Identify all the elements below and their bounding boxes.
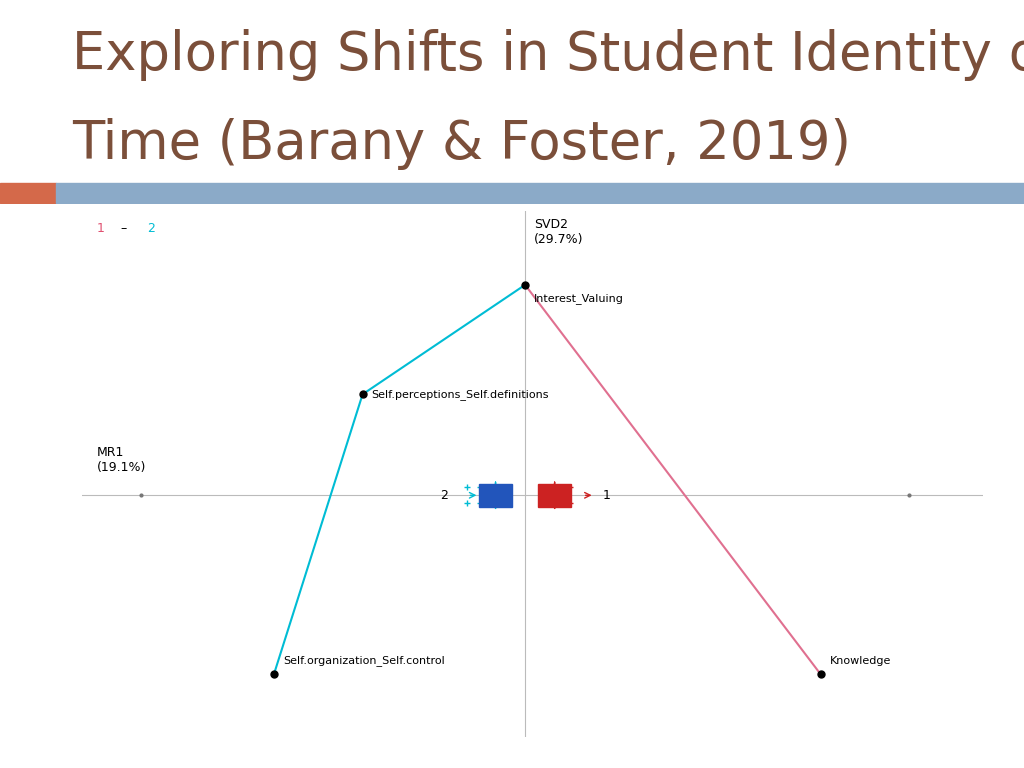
Text: 1: 1 [96, 222, 104, 235]
Text: 1: 1 [602, 488, 610, 502]
Text: Self.perceptions_Self.definitions: Self.perceptions_Self.definitions [372, 389, 549, 399]
Text: Interest_Valuing: Interest_Valuing [534, 293, 624, 304]
Text: Exploring Shifts in Student Identity over: Exploring Shifts in Student Identity ove… [72, 29, 1024, 81]
Bar [479, 484, 512, 507]
Text: –: – [121, 222, 127, 235]
Text: 2: 2 [146, 222, 155, 235]
Text: 2: 2 [440, 488, 447, 502]
Text: Self.organization_Self.control: Self.organization_Self.control [283, 655, 444, 666]
Text: SVD2
(29.7%): SVD2 (29.7%) [534, 217, 584, 246]
Text: Knowledge: Knowledge [829, 656, 891, 666]
Bar [539, 484, 571, 507]
Bar [0, 183, 56, 203]
Text: MR1
(19.1%): MR1 (19.1%) [96, 445, 146, 474]
Text: Time (Barany & Foster, 2019): Time (Barany & Foster, 2019) [72, 118, 851, 170]
